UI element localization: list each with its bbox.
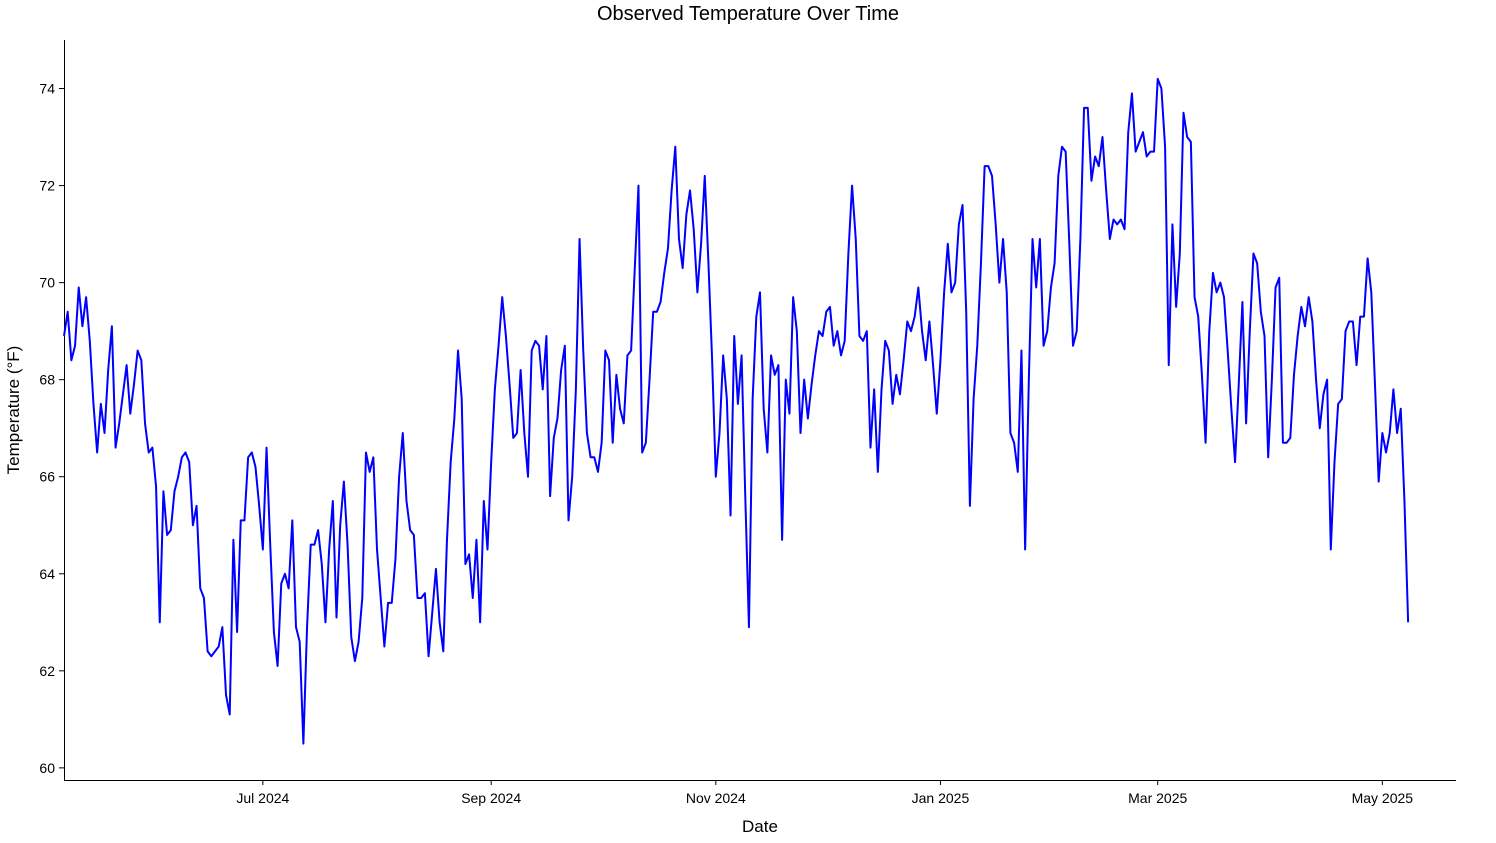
y-tick-label: 66 [39, 469, 55, 485]
y-axis-ticks: 60 62 64 66 68 70 72 74 [39, 81, 64, 776]
x-tick-label: Nov 2024 [686, 790, 746, 806]
y-tick-label: 60 [39, 760, 55, 776]
x-axis-ticks: Jul 2024 Sep 2024 Nov 2024 Jan 2025 Mar 2025… [236, 780, 1413, 806]
x-axis-label: Date [742, 817, 778, 836]
y-tick-label: 64 [39, 566, 55, 582]
y-tick-label: 74 [39, 81, 55, 97]
y-tick-label: 72 [39, 178, 55, 194]
temperature-series-line [63, 77, 1410, 745]
x-tick-label: Jul 2024 [236, 790, 289, 806]
x-tick-label: Mar 2025 [1128, 790, 1187, 806]
x-tick-label: May 2025 [1352, 790, 1414, 806]
y-tick-label: 70 [39, 275, 55, 291]
y-tick-label: 68 [39, 372, 55, 388]
y-tick-label: 62 [39, 663, 55, 679]
chart-title: Observed Temperature Over Time [597, 3, 899, 25]
y-axis-label: Temperature (°F) [4, 346, 23, 475]
x-tick-label: Sep 2024 [461, 790, 521, 806]
x-tick-label: Jan 2025 [912, 790, 970, 806]
